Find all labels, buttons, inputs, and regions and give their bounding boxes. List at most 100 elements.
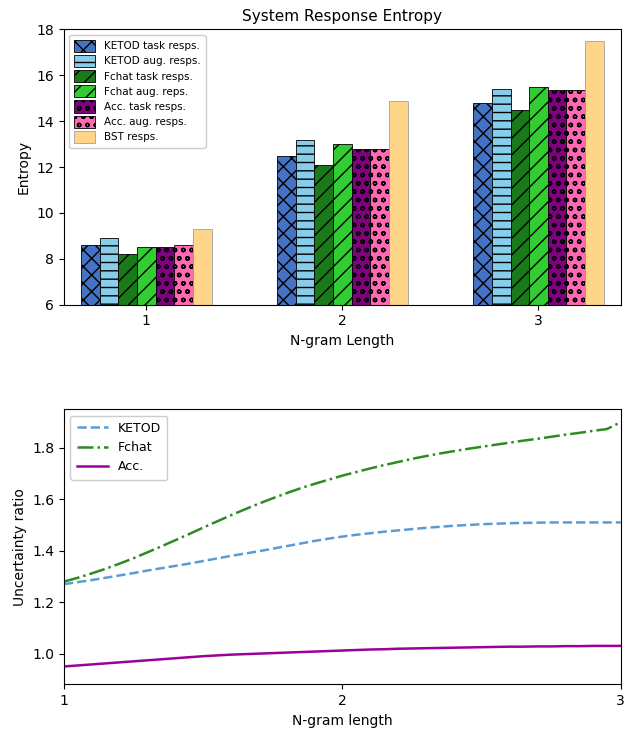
KETOD (464, 520, 472, 529)
Fchat (227, 511, 235, 520)
Acc. (324, 647, 332, 656)
KETOD (200, 556, 207, 565)
X-axis label: N-gram Length: N-gram Length (291, 334, 394, 348)
Bar (511, 110, 529, 442)
KETOD (283, 542, 291, 551)
Acc. (213, 651, 221, 660)
Fchat (102, 565, 109, 573)
Y-axis label: Uncertainty ratio: Uncertainty ratio (13, 488, 27, 606)
KETOD (130, 569, 138, 578)
Bar (585, 41, 604, 442)
Acc. (506, 643, 513, 651)
Bar (371, 149, 389, 442)
Line: KETOD: KETOD (64, 523, 621, 584)
Fchat (575, 428, 583, 437)
Fchat (617, 418, 625, 427)
KETOD (297, 539, 305, 548)
KETOD (408, 525, 416, 534)
KETOD (366, 529, 374, 538)
Line: Fchat: Fchat (64, 422, 621, 581)
Acc. (60, 662, 68, 671)
Fchat (534, 434, 541, 443)
KETOD (60, 580, 68, 589)
Fchat (116, 559, 124, 568)
Fchat (366, 464, 374, 473)
Acc. (143, 656, 151, 665)
Acc. (130, 657, 138, 666)
KETOD (324, 534, 332, 543)
Fchat (603, 425, 611, 434)
Fchat (408, 455, 416, 464)
Acc. (534, 642, 541, 651)
Acc. (255, 649, 263, 658)
KETOD (116, 571, 124, 580)
Fchat (157, 542, 165, 551)
Acc. (366, 645, 374, 654)
KETOD (534, 518, 541, 527)
KETOD (561, 518, 569, 527)
Acc. (353, 645, 360, 654)
Acc. (74, 661, 82, 670)
Acc. (589, 642, 596, 651)
Acc. (617, 642, 625, 651)
Acc. (200, 652, 207, 661)
KETOD (547, 518, 555, 527)
Fchat (394, 458, 402, 467)
Fchat (506, 438, 513, 447)
Fchat (297, 484, 305, 492)
Acc. (380, 645, 388, 654)
Fchat (60, 577, 68, 586)
Bar (174, 245, 193, 442)
Fchat (283, 489, 291, 498)
Acc. (561, 642, 569, 651)
Fchat (353, 467, 360, 476)
KETOD (269, 544, 276, 553)
Legend: KETOD, Fchat, Acc.: KETOD, Fchat, Acc. (70, 416, 167, 479)
Acc. (477, 643, 486, 651)
Fchat (520, 436, 527, 445)
Acc. (227, 650, 235, 659)
Fchat (186, 530, 193, 539)
KETOD (353, 531, 360, 539)
KETOD (589, 518, 596, 527)
Fchat (422, 452, 430, 461)
KETOD (213, 554, 221, 563)
Fchat (477, 442, 486, 451)
Fchat (143, 548, 151, 556)
Acc. (408, 644, 416, 653)
Acc. (422, 644, 430, 653)
Fchat (172, 536, 179, 545)
KETOD (492, 520, 499, 528)
Fchat (310, 479, 318, 488)
KETOD (241, 549, 249, 558)
KETOD (520, 519, 527, 528)
KETOD (172, 562, 179, 570)
KETOD (157, 564, 165, 573)
Acc. (186, 653, 193, 662)
Bar (137, 247, 156, 442)
Acc. (283, 648, 291, 657)
Bar (118, 254, 137, 442)
Bar (314, 165, 333, 442)
Acc. (450, 643, 458, 652)
KETOD (227, 551, 235, 560)
Fchat (547, 432, 555, 441)
Acc. (575, 642, 583, 651)
KETOD (575, 518, 583, 527)
Acc. (297, 648, 305, 657)
Acc. (603, 642, 611, 651)
Bar (193, 229, 212, 442)
Bar (548, 91, 566, 442)
Fchat (492, 440, 499, 449)
Fchat (213, 517, 221, 526)
KETOD (380, 527, 388, 536)
Fchat (200, 523, 207, 532)
Fchat (324, 475, 332, 484)
Fchat (561, 431, 569, 439)
Fchat (380, 461, 388, 470)
Fchat (269, 494, 276, 503)
KETOD (143, 566, 151, 575)
Fchat (339, 471, 346, 480)
Acc. (116, 658, 124, 667)
Acc. (269, 648, 276, 657)
